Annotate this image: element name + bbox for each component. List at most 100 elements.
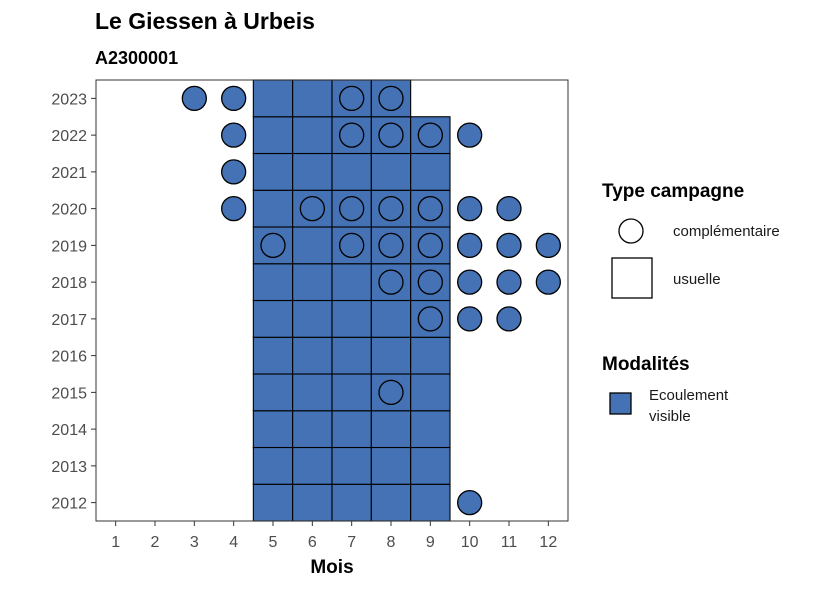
tile-usuelle-2020-5 (252, 189, 294, 228)
tile-usuelle-2018-6 (292, 263, 333, 302)
tile-usuelle-2021-5 (252, 152, 294, 191)
legend-key-complementaire (618, 218, 644, 244)
point-complementaire-2018-8 (378, 269, 404, 295)
tile-usuelle-2012-8 (370, 483, 412, 522)
tile-usuelle-2022-5 (252, 116, 294, 155)
x-tick-label-3: 3 (190, 534, 199, 551)
y-tick-label-2017: 2017 (51, 312, 87, 329)
tile-usuelle-2015-6 (292, 373, 333, 412)
tile-usuelle-2014-6 (292, 410, 333, 449)
x-tick-label-11: 11 (501, 534, 518, 551)
x-axis: 1 2 3 4 5 6 7 8 9 10 11 12 (111, 521, 557, 551)
x-tick-label-2: 2 (151, 534, 160, 551)
y-tick-label-2012: 2012 (51, 496, 87, 513)
point-complementaire-2023-4 (221, 85, 247, 112)
legend-label-ecoulement-line2: visible (649, 408, 691, 425)
point-complementaire-2022-8 (378, 122, 404, 148)
tile-usuelle-2016-8 (370, 336, 412, 375)
legend-type-title: Type campagne (602, 181, 744, 202)
x-tick-label-5: 5 (269, 534, 278, 551)
tile-usuelle-2022-6 (292, 116, 333, 155)
tile-usuelle-2021-7 (331, 152, 372, 191)
tile-usuelle-2013-5 (252, 446, 294, 485)
point-complementaire-2019-8 (378, 232, 404, 259)
y-axis: 2012 2013 2014 2015 2016 2017 2018 2019 2020 2021… (51, 91, 96, 513)
point-complementaire-2019-5 (260, 232, 286, 259)
tile-usuelle-2013-8 (370, 446, 412, 485)
y-tick-label-2020: 2020 (51, 202, 87, 219)
tile-usuelle-2013-7 (331, 446, 372, 485)
tile-usuelle-2021-8 (370, 152, 412, 191)
point-complementaire-2019-9 (417, 232, 443, 259)
tile-usuelle-2014-9 (410, 410, 451, 449)
legend-key-ecoulement (609, 392, 632, 415)
point-complementaire-2023-8 (378, 85, 404, 112)
point-complementaire-2018-12 (535, 269, 561, 295)
point-complementaire-2022-4 (221, 122, 247, 148)
point-complementaire-2022-10 (457, 122, 483, 148)
x-tick-label-6: 6 (308, 534, 317, 551)
tile-usuelle-2017-7 (331, 299, 372, 338)
tile-usuelle-2015-9 (410, 373, 451, 412)
legend-modalites-title: Modalités (602, 354, 690, 375)
tile-usuelle-2012-6 (292, 483, 333, 522)
panel-border (95, 79, 569, 522)
complementaire-points (181, 85, 561, 516)
x-tick-label-1: 1 (111, 534, 120, 551)
y-tick-label-2021: 2021 (51, 165, 87, 182)
tile-usuelle-2023-5 (252, 79, 294, 118)
x-axis-title: Mois (310, 557, 353, 578)
y-tick-label-2023: 2023 (51, 91, 87, 108)
point-complementaire-2022-7 (339, 122, 365, 148)
point-complementaire-2019-10 (457, 232, 483, 259)
tile-usuelle-2012-9 (410, 483, 451, 522)
point-complementaire-2017-11 (496, 306, 522, 332)
tile-usuelle-2012-7 (331, 483, 372, 522)
tile-usuelle-2014-8 (370, 410, 412, 449)
x-tick-label-9: 9 (426, 534, 435, 551)
point-complementaire-2019-12 (535, 232, 561, 259)
x-tick-label-10: 10 (461, 534, 479, 551)
point-complementaire-2020-7 (339, 195, 365, 222)
tile-usuelle-2016-7 (331, 336, 372, 375)
x-tick-label-12: 12 (539, 534, 557, 551)
tile-usuelle-2018-7 (331, 263, 372, 302)
tile-usuelle-2019-6 (292, 226, 333, 265)
x-tick-label-4: 4 (229, 534, 238, 551)
point-complementaire-2020-4 (221, 195, 247, 222)
tile-usuelle-2015-7 (331, 373, 372, 412)
tile-usuelle-2016-6 (292, 336, 333, 375)
chart-subtitle: A2300001 (95, 48, 178, 68)
point-complementaire-2023-7 (339, 85, 365, 112)
tile-usuelle-2012-5 (252, 483, 294, 522)
tile-usuelle-2023-6 (292, 79, 333, 118)
tile-usuelle-2015-5 (252, 373, 294, 412)
tile-usuelle-2017-6 (292, 299, 333, 338)
point-complementaire-2020-11 (496, 195, 522, 222)
point-complementaire-2019-7 (339, 232, 365, 259)
point-complementaire-2021-4 (221, 159, 247, 185)
point-complementaire-2012-10 (457, 489, 483, 516)
y-tick-label-2013: 2013 (51, 459, 87, 476)
x-tick-label-7: 7 (347, 534, 356, 551)
point-complementaire-2015-8 (378, 379, 404, 406)
y-tick-label-2014: 2014 (51, 422, 87, 439)
point-complementaire-2020-8 (378, 195, 404, 222)
y-tick-label-2019: 2019 (51, 238, 87, 255)
point-complementaire-2022-9 (417, 122, 443, 148)
y-tick-label-2022: 2022 (51, 128, 87, 145)
legend-key-usuelle (611, 257, 653, 299)
point-complementaire-2018-10 (457, 269, 483, 295)
tile-usuelle-2017-8 (370, 299, 412, 338)
tile-usuelle-2016-5 (252, 336, 294, 375)
legend-label-ecoulement-line1: Ecoulement (649, 387, 729, 404)
tile-usuelle-2018-5 (252, 263, 294, 302)
y-tick-label-2016: 2016 (51, 349, 87, 366)
point-complementaire-2017-10 (457, 306, 483, 332)
tile-usuelle-2013-6 (292, 446, 333, 485)
tile-usuelle-2014-7 (331, 410, 372, 449)
legend-label-usuelle: usuelle (673, 271, 721, 288)
x-tick-label-8: 8 (387, 534, 396, 551)
point-complementaire-2020-10 (457, 195, 483, 222)
point-complementaire-2020-9 (417, 195, 443, 222)
